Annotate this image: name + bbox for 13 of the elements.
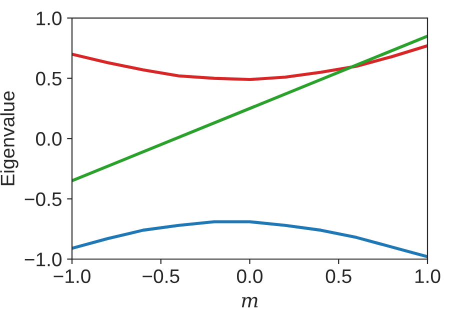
x-tick-label: 1.0 <box>415 269 440 284</box>
y-tick-label: −1.0 <box>24 252 62 266</box>
line-series <box>72 44 428 82</box>
y-tick-label: 1.0 <box>36 12 62 26</box>
y-tick-label: 0.0 <box>36 132 62 146</box>
y-axis-title: Eigenvalue <box>0 91 18 186</box>
x-axis-title: m <box>242 296 258 308</box>
x-tick-label: −0.5 <box>142 269 180 284</box>
x-tick-label: 0.5 <box>326 269 352 284</box>
y-tick-label: −0.5 <box>24 192 62 206</box>
y-tick-label: 0.5 <box>36 72 62 86</box>
x-tick-label: −1.0 <box>54 269 90 284</box>
x-tick-label: 0.0 <box>236 269 263 284</box>
